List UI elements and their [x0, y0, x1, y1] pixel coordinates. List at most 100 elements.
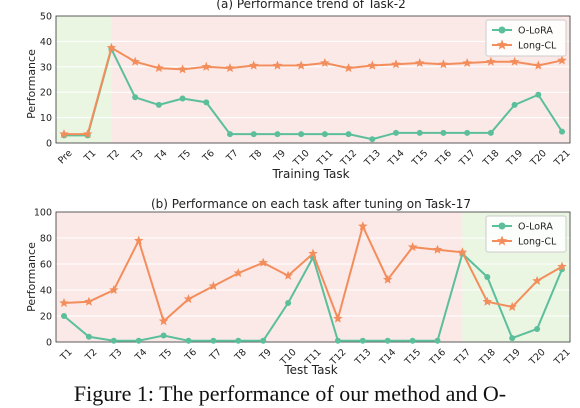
chart-a-xtick-label: T11 [314, 148, 335, 169]
chart-b-point-1-7 [233, 268, 244, 278]
chart-a-point-1-20 [533, 60, 544, 70]
chart-b-point-1-12 [358, 221, 368, 231]
chart-a-xtick-label: T20 [528, 148, 549, 169]
chart-a-xtick-label: T18 [480, 148, 501, 169]
chart-b-point-0-11 [334, 337, 341, 344]
chart-b-point-1-9 [283, 270, 293, 280]
chart-b-point-0-19 [534, 326, 541, 332]
chart-a-xtick-label: T3 [129, 148, 146, 165]
chart-a-point-0-11 [321, 131, 328, 138]
chart-a-legend-label-0: O-LoRA [518, 26, 553, 37]
chart-b-point-1-11 [333, 313, 343, 323]
chart-a-point-1-15 [414, 57, 425, 68]
chart-a-point-0-20 [535, 91, 542, 98]
chart-a-xtick-label: T5 [176, 148, 193, 165]
chart-a-point-0-17 [464, 129, 471, 136]
chart-b-point-1-2 [109, 285, 119, 295]
chart-b-shaded-region-0 [56, 212, 463, 342]
chart-b-ytick-label: 0 [46, 338, 52, 349]
chart-a-xtick-label: T12 [338, 148, 359, 169]
chart-a-ytick-label: 40 [40, 37, 52, 48]
chart-a-xtick-label: T16 [433, 148, 454, 169]
chart-a-xtick-label: T13 [362, 148, 383, 169]
chart-b-xtick-label: T19 [502, 347, 523, 368]
chart-a-xtick-label: T2 [105, 148, 122, 165]
chart-a-point-1-17 [462, 57, 472, 68]
chart-b-ytick-label: 60 [40, 260, 52, 271]
chart-b-point-1-4 [158, 316, 169, 326]
chart-a-xtick-label: T17 [457, 148, 478, 169]
chart-a-point-0-15 [416, 129, 423, 136]
chart-a-point-0-3 [132, 94, 139, 101]
chart-b-title: (b) Performance on each task after tunin… [151, 197, 471, 211]
chart-b-xtick-label: T4 [132, 347, 149, 364]
chart-a-series-line-1 [64, 46, 563, 136]
chart-a-point-0-21 [559, 128, 565, 135]
chart-b-ytick-label: 20 [40, 312, 52, 323]
chart-b-legend-label-1: Long-CL [518, 237, 557, 248]
chart-a-point-1-18 [486, 56, 496, 66]
chart-b-point-1-10 [308, 248, 318, 258]
chart-a-xtick-label: T6 [200, 148, 217, 165]
chart-a-xtick-label: T1 [81, 148, 98, 165]
chart-a-ytick-label: 20 [40, 88, 52, 99]
chart-b-point-0-12 [359, 337, 366, 344]
chart-a-xtick-label: T9 [271, 148, 288, 165]
chart-b-xtick-label: T9 [257, 347, 274, 364]
chart-b-xtick-label: T1 [58, 347, 75, 364]
chart-b-xtick-label: T16 [427, 347, 448, 368]
chart-a-point-1-12 [343, 63, 354, 73]
chart-b-xtick-label: T8 [232, 347, 249, 364]
chart-b-point-0-18 [509, 335, 516, 342]
chart-b-point-1-3 [133, 235, 144, 245]
chart-a-xlabel: Training Task [271, 167, 349, 181]
chart-b-xtick-label: T2 [83, 347, 100, 364]
chart-a-point-1-4 [154, 63, 164, 73]
chart-a-point-0-7 [227, 131, 233, 138]
chart-a-xtick-label: T8 [247, 148, 264, 165]
chart-b-xlabel: Test Task [283, 363, 337, 377]
chart-b-xtick-label: T6 [182, 347, 199, 364]
chart-a-plot-frame [55, 15, 571, 144]
chart-b-point-1-20 [557, 261, 567, 271]
chart-a-xtick-label: Pre [56, 148, 75, 167]
chart-a-point-1-3 [130, 56, 140, 66]
chart-a-xtick-label: T15 [409, 148, 430, 169]
chart-a-point-1-2 [106, 42, 117, 52]
chart-b-point-1-16 [457, 247, 468, 257]
chart-b-legend-marker-1 [496, 235, 508, 246]
chart-b-point-0-0 [61, 313, 67, 319]
chart-b-point-1-0 [59, 298, 69, 308]
chart-b-ytick-label: 100 [34, 208, 52, 219]
chart-a-point-1-16 [438, 59, 449, 69]
chart-b-point-1-14 [407, 242, 418, 252]
chart-b-point-0-2 [110, 337, 117, 344]
chart-b-legend-label-0: O-LoRA [518, 222, 553, 233]
chart-a-point-1-10 [296, 60, 306, 70]
chart-a-point-0-18 [487, 129, 494, 136]
chart-b-xtick-label: T14 [377, 347, 398, 368]
figure-caption: Figure 1: The performance of our method … [74, 381, 506, 406]
chart-a-xtick-label: T14 [386, 148, 407, 169]
chart-b-xtick-label: T21 [552, 347, 573, 368]
chart-b-point-1-13 [382, 274, 393, 284]
chart-a-xtick-label: T19 [504, 148, 525, 169]
chart-a-xtick-label: T21 [552, 148, 573, 169]
chart-a-point-0-10 [298, 131, 305, 138]
chart-a-ytick-label: 10 [40, 113, 52, 124]
chart-a-legend-label-1: Long-CL [518, 41, 557, 52]
chart-b-xtick-label: T20 [527, 347, 548, 368]
chart-a-xtick-label: T10 [291, 148, 312, 169]
chart-b-point-0-7 [235, 337, 242, 344]
chart-b-point-1-18 [507, 301, 517, 311]
chart-a-point-1-6 [201, 61, 212, 71]
chart-a-xtick-label: T4 [153, 148, 170, 165]
chart-b-xtick-label: T5 [157, 347, 174, 364]
chart-b-point-1-5 [183, 294, 194, 304]
chart-b: (b) Performance on each task after tunin… [25, 197, 573, 377]
chart-a-point-0-4 [155, 101, 162, 108]
chart-a-point-0-6 [203, 99, 210, 106]
chart-b-point-0-1 [85, 333, 92, 340]
chart-b-point-1-19 [532, 275, 542, 285]
